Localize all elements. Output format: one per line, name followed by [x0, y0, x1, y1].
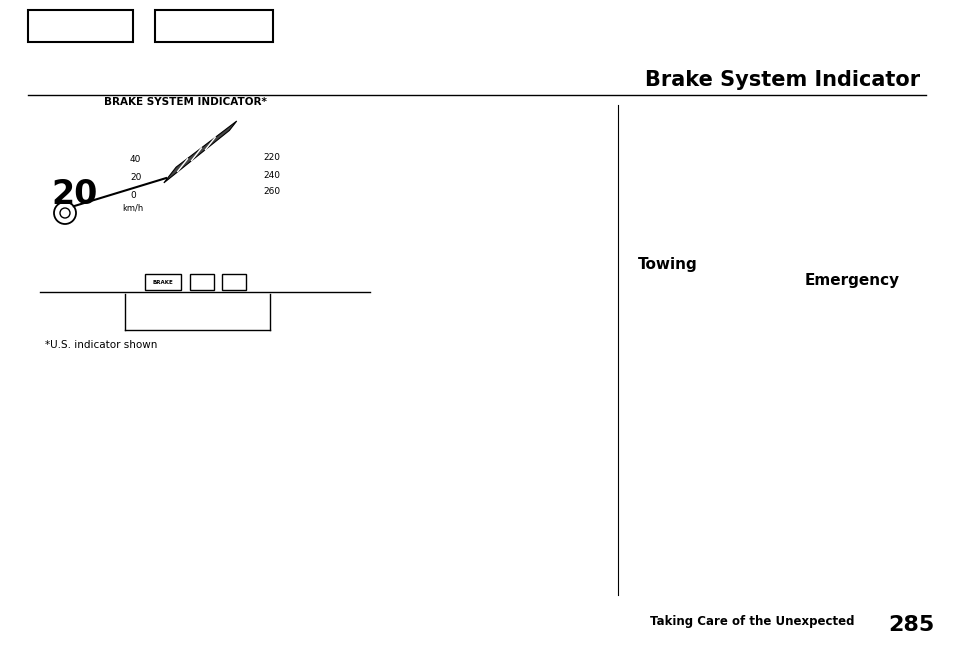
Text: Emergency: Emergency [804, 272, 900, 287]
Text: Taking Care of the Unexpected: Taking Care of the Unexpected [649, 616, 854, 629]
Polygon shape [164, 121, 236, 183]
Text: 40: 40 [130, 155, 141, 164]
Text: 20: 20 [130, 172, 141, 181]
Text: 220: 220 [263, 153, 280, 162]
Bar [190, 274, 213, 290]
Text: 0: 0 [130, 190, 135, 200]
Text: 240: 240 [263, 170, 280, 179]
Text: *U.S. indicator shown: *U.S. indicator shown [45, 340, 157, 350]
Text: 260: 260 [263, 187, 280, 196]
Bar [154, 10, 273, 42]
Bar [28, 10, 132, 42]
Bar [222, 274, 246, 290]
Text: BRAKE: BRAKE [152, 280, 173, 285]
Text: Brake System Indicator: Brake System Indicator [644, 70, 919, 90]
Text: Towing: Towing [638, 257, 697, 272]
Text: 285: 285 [887, 615, 933, 635]
Text: BRAKE SYSTEM INDICATOR*: BRAKE SYSTEM INDICATOR* [104, 97, 266, 107]
Text: 20: 20 [51, 179, 98, 211]
Bar [145, 274, 181, 290]
Text: km/h: km/h [122, 203, 143, 213]
